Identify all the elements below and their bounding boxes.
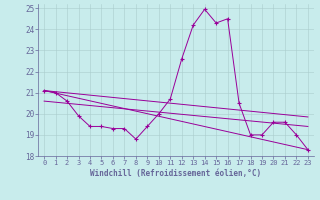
X-axis label: Windchill (Refroidissement éolien,°C): Windchill (Refroidissement éolien,°C) <box>91 169 261 178</box>
